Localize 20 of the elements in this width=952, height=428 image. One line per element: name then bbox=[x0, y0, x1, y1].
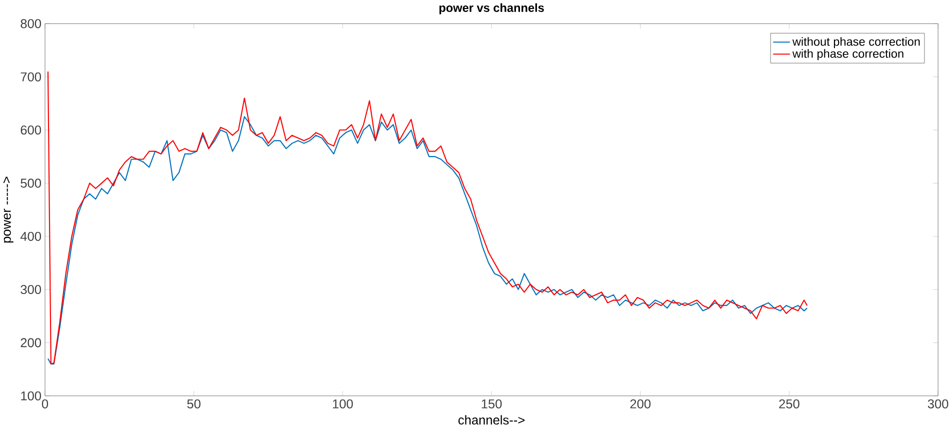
y-axis-title: power -----> bbox=[3, 176, 14, 243]
y-tick-label: 400 bbox=[20, 232, 42, 241]
y-tick-label: 800 bbox=[20, 19, 42, 28]
y-tick-label: 300 bbox=[20, 285, 42, 294]
x-tick-label: 250 bbox=[779, 399, 800, 408]
y-tick-label: 600 bbox=[20, 126, 42, 135]
y-tick-label: 700 bbox=[20, 72, 42, 82]
chart-title: power vs channels bbox=[439, 3, 544, 14]
x-axis-title: channels--> bbox=[458, 415, 525, 425]
y-tick-label: 500 bbox=[20, 178, 42, 188]
x-tick-label: 50 bbox=[187, 399, 200, 408]
x-tick-label: 300 bbox=[928, 399, 948, 408]
x-tick-label: 0 bbox=[42, 399, 48, 408]
legend-label: with phase correction bbox=[792, 49, 904, 60]
x-tick-label: 100 bbox=[332, 399, 353, 408]
y-tick-label: 200 bbox=[20, 338, 42, 348]
legend-label: without phase correction bbox=[792, 37, 920, 48]
y-tick-label: 100 bbox=[21, 391, 42, 400]
x-tick-label: 150 bbox=[482, 399, 502, 408]
x-tick-label: 200 bbox=[630, 399, 651, 408]
